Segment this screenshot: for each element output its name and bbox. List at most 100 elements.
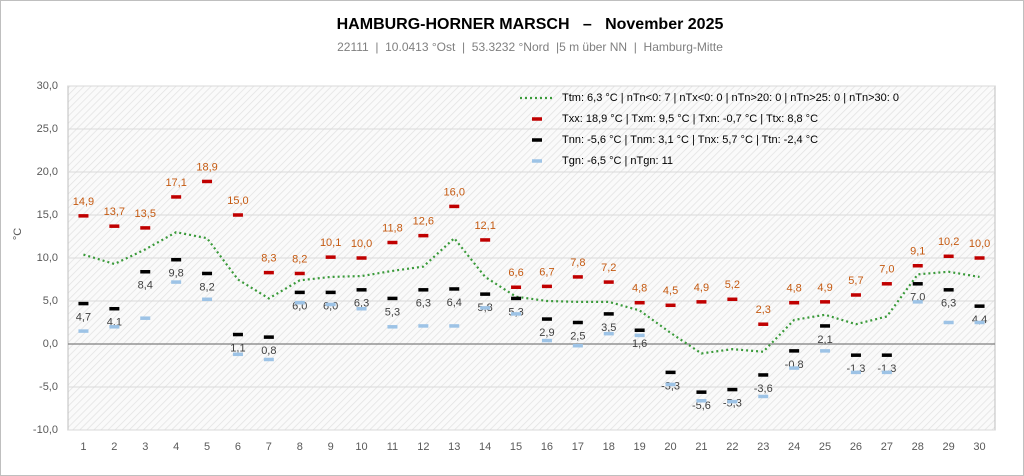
- dash-marker: [850, 353, 861, 357]
- data-label: 9,8: [169, 268, 184, 280]
- y-tick-label: -5,0: [39, 381, 58, 393]
- x-tick-label: 8: [297, 441, 303, 453]
- data-label: 8,2: [199, 281, 214, 293]
- dash-marker: [850, 370, 861, 375]
- data-label: 10,0: [351, 238, 372, 250]
- data-label: 6,7: [539, 266, 554, 278]
- x-tick-label: 15: [510, 441, 522, 453]
- data-label: 13,5: [135, 208, 156, 220]
- data-label: 5,2: [725, 279, 740, 291]
- dash-marker: [511, 285, 522, 289]
- x-tick-label: 19: [634, 441, 646, 453]
- dash-marker: [356, 256, 367, 260]
- data-label: 3,5: [601, 322, 616, 334]
- dash-marker: [974, 304, 985, 308]
- y-tick-label: 5,0: [43, 295, 58, 307]
- dash-marker: [820, 349, 831, 353]
- dash-marker: [665, 303, 676, 308]
- data-label: 7,0: [879, 264, 894, 276]
- dash-marker: [511, 296, 522, 301]
- data-label: 6,0: [323, 300, 338, 312]
- dash-marker: [820, 324, 831, 328]
- dash-marker: [696, 399, 707, 403]
- data-label: 4,9: [694, 282, 709, 294]
- data-label: 4,5: [663, 285, 678, 297]
- x-tick-label: 25: [819, 441, 831, 453]
- dash-marker: [387, 240, 398, 245]
- data-label: 13,7: [104, 206, 125, 218]
- dash-marker: [387, 325, 398, 329]
- data-label: 18,9: [196, 161, 217, 173]
- dash-marker: [727, 387, 738, 392]
- dash-marker: [109, 224, 120, 228]
- dash-marker: [572, 320, 583, 325]
- y-tick-label: 0,0: [43, 338, 58, 350]
- dash-marker: [943, 320, 954, 325]
- x-tick-label: 2: [111, 441, 117, 453]
- dash-marker: [449, 324, 460, 328]
- dash-marker: [294, 271, 305, 276]
- data-label: 7,8: [570, 257, 585, 269]
- x-tick-label: 17: [572, 441, 584, 453]
- chart-subtitle: 22111 | 10.0413 °Ost | 53.3232 °Nord |5 …: [337, 40, 723, 54]
- dash-marker: [634, 333, 645, 338]
- dash-marker: [603, 331, 614, 336]
- data-label: 6,3: [941, 298, 956, 310]
- data-label: -5,3: [723, 397, 742, 409]
- dash-marker: [881, 370, 892, 375]
- data-label: 6,6: [508, 267, 523, 279]
- y-tick-label: 10,0: [37, 252, 58, 264]
- dash-marker: [820, 300, 831, 304]
- x-tick-label: 11: [387, 441, 398, 453]
- chart-title: HAMBURG-HORNER MARSCH – November 2025: [337, 16, 724, 33]
- data-label: 2,9: [539, 327, 554, 339]
- dash-marker: [387, 296, 398, 301]
- dash-marker: [696, 390, 707, 394]
- x-tick-label: 28: [912, 441, 924, 453]
- dash-marker: [140, 316, 151, 320]
- dash-marker: [202, 297, 213, 302]
- dash-marker: [541, 338, 552, 343]
- data-label: 4,7: [76, 311, 91, 323]
- data-label: 10,2: [938, 236, 959, 248]
- dash-marker: [294, 300, 305, 305]
- dash-marker: [78, 214, 89, 218]
- data-label: 12,6: [413, 216, 434, 228]
- data-label: 0,8: [261, 345, 276, 357]
- x-tick-label: 18: [603, 441, 615, 453]
- dash-marker: [78, 329, 89, 333]
- data-label: 7,2: [601, 262, 616, 274]
- dash-marker: [758, 322, 769, 326]
- y-tick-label: 25,0: [37, 123, 58, 135]
- dash-marker: [294, 290, 305, 295]
- data-label: 15,0: [227, 195, 248, 207]
- dash-marker: [171, 195, 182, 199]
- legend-label: Tnn: -5,6 °C | Tnm: 3,1 °C | Tnx: 5,7 °C…: [562, 134, 818, 146]
- x-tick-label: 20: [664, 441, 676, 453]
- data-label: 2,3: [756, 304, 771, 316]
- data-label: 9,1: [910, 246, 925, 258]
- data-label: 8,2: [292, 253, 307, 265]
- data-label: -3,6: [754, 383, 773, 395]
- legend-key: [532, 117, 542, 121]
- dash-marker: [325, 302, 336, 307]
- data-label: 4,8: [787, 283, 802, 295]
- x-tick-label: 9: [328, 441, 334, 453]
- dash-marker: [696, 300, 707, 304]
- dash-marker: [171, 280, 182, 284]
- dash-marker: [789, 300, 800, 305]
- legend-label: Tgn: -6,5 °C | nTgn: 11: [562, 155, 673, 167]
- dash-marker: [974, 320, 985, 325]
- dash-marker: [727, 297, 738, 302]
- x-tick-label: 22: [726, 441, 738, 453]
- x-tick-label: 21: [695, 441, 707, 453]
- dash-marker: [356, 288, 367, 292]
- data-label: 10,0: [969, 238, 990, 250]
- x-tick-label: 10: [355, 441, 367, 453]
- dash-marker: [634, 328, 645, 332]
- dash-marker: [572, 343, 583, 348]
- data-label: 10,1: [320, 237, 341, 249]
- dash-marker: [912, 300, 923, 304]
- y-tick-label: 15,0: [37, 209, 58, 221]
